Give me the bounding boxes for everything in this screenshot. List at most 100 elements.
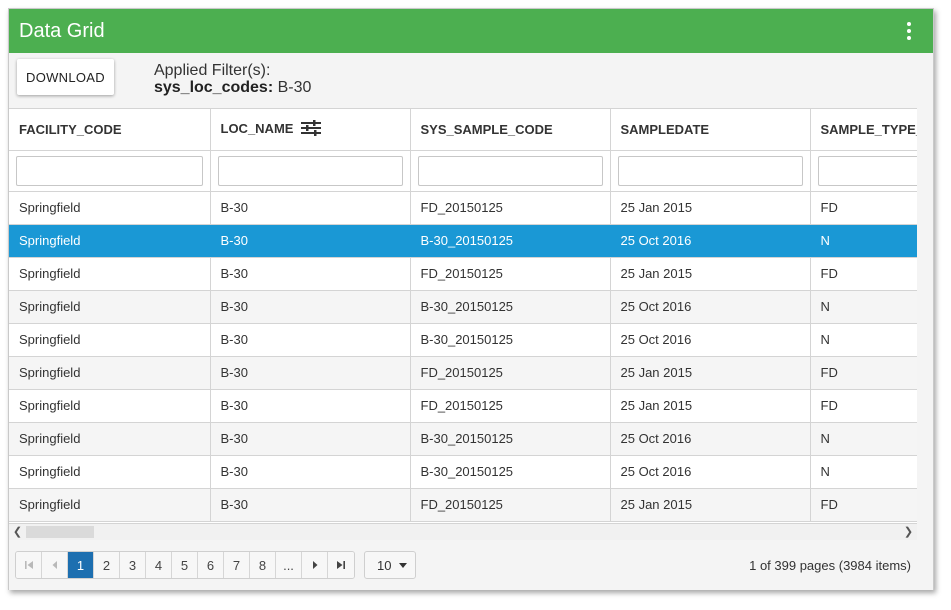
header-row: FACILITY_CODE LOC_NAME SYS_SAMPLE_CODE SAMP… <box>9 109 917 151</box>
page-number-button[interactable]: 4 <box>146 552 172 578</box>
column-filter-input[interactable] <box>16 155 203 186</box>
applied-filter-item: sys_loc_codes: B-30 <box>154 79 311 96</box>
table-cell: B-30_20150125 <box>410 323 611 357</box>
data-grid-widget: Data Grid DOWNLOAD Applied Filter(s): sy… <box>8 8 934 590</box>
scroll-left-icon[interactable]: ❮ <box>12 526 23 538</box>
table-cell: FD_20150125 <box>410 191 611 225</box>
table-row[interactable]: Springfield B-30 B-30_20150125 25 Oct 2016 N <box>9 290 917 324</box>
table-cell: FD_20150125 <box>410 257 611 291</box>
scrollbar-thumb[interactable] <box>26 526 94 538</box>
table-cell: 25 Oct 2016 <box>610 323 811 357</box>
table-cell: 25 Oct 2016 <box>610 455 811 489</box>
column-filter-input[interactable] <box>417 155 603 186</box>
page-number-button[interactable]: 6 <box>198 552 224 578</box>
table-cell: N <box>810 290 917 324</box>
page-number-button[interactable]: 1 <box>68 552 94 578</box>
table-cell: B-30 <box>210 455 411 489</box>
filter-cell <box>810 150 917 192</box>
table-cell: B-30 <box>210 356 411 390</box>
table-cell: Springfield <box>9 323 211 357</box>
page-number-button[interactable]: 3 <box>120 552 146 578</box>
page-ellipsis-button[interactable]: ... <box>276 552 302 578</box>
page-size-select[interactable]: 10 <box>364 551 416 579</box>
download-button[interactable]: DOWNLOAD <box>17 59 114 95</box>
previous-page-icon[interactable] <box>42 552 68 578</box>
widget-header: Data Grid <box>9 9 933 53</box>
table-cell: 25 Oct 2016 <box>610 290 811 324</box>
filter-cell <box>610 150 811 192</box>
table-row[interactable]: Springfield B-30 FD_20150125 25 Jan 2015 FD <box>9 356 917 390</box>
table-row[interactable]: Springfield B-30 B-30_20150125 25 Oct 2016 N <box>9 455 917 489</box>
column-header[interactable]: FACILITY_CODE <box>9 109 211 151</box>
page-number-button[interactable]: 2 <box>94 552 120 578</box>
filter-row <box>9 150 917 192</box>
column-header[interactable]: SAMPLE_TYPE_ <box>810 109 917 151</box>
table-row[interactable]: Springfield B-30 B-30_20150125 25 Oct 2016 N <box>9 224 917 258</box>
table-cell: 25 Oct 2016 <box>610 224 811 258</box>
kebab-menu-icon[interactable] <box>903 18 915 44</box>
table-row[interactable]: Springfield B-30 B-30_20150125 25 Oct 2016 N <box>9 323 917 357</box>
column-header[interactable]: SYS_SAMPLE_CODE <box>410 109 611 151</box>
table-cell: B-30 <box>210 422 411 456</box>
column-filter-icon[interactable] <box>301 119 322 140</box>
table-row[interactable]: Springfield B-30 FD_20150125 25 Jan 2015 FD <box>9 488 917 522</box>
table-cell: Springfield <box>9 422 211 456</box>
chevron-down-icon <box>399 562 407 568</box>
table-cell: Springfield <box>9 488 211 522</box>
table-cell: B-30_20150125 <box>410 290 611 324</box>
table-cell: Springfield <box>9 191 211 225</box>
table-cell: B-30_20150125 <box>410 224 611 258</box>
filter-field-value: B-30 <box>277 79 312 96</box>
next-page-icon[interactable] <box>302 552 328 578</box>
table-cell: FD_20150125 <box>410 356 611 390</box>
table-cell: N <box>810 323 917 357</box>
page-number-button[interactable]: 5 <box>172 552 198 578</box>
table-cell: FD <box>810 257 917 291</box>
table-cell: FD_20150125 <box>410 488 611 522</box>
table-cell: N <box>810 455 917 489</box>
grid-body: Springfield B-30 FD_20150125 25 Jan 2015 FD S… <box>9 191 917 522</box>
table-cell: N <box>810 422 917 456</box>
toolbar: DOWNLOAD Applied Filter(s): sys_loc_code… <box>9 53 933 108</box>
column-header[interactable]: SAMPLEDATE <box>610 109 811 151</box>
table-cell: Springfield <box>9 257 211 291</box>
page-number-button[interactable]: 7 <box>224 552 250 578</box>
table-cell: Springfield <box>9 290 211 324</box>
column-filter-input[interactable] <box>817 155 917 186</box>
column-header[interactable]: LOC_NAME <box>210 109 411 151</box>
table-row[interactable]: Springfield B-30 FD_20150125 25 Jan 2015 FD <box>9 257 917 291</box>
table-cell: B-30 <box>210 191 411 225</box>
table-cell: B-30 <box>210 389 411 423</box>
table-cell: 25 Jan 2015 <box>610 257 811 291</box>
table-cell: B-30 <box>210 488 411 522</box>
grid-table: FACILITY_CODE LOC_NAME SYS_SAMPLE_CODE SAMP… <box>9 109 917 522</box>
filter-cell <box>410 150 611 192</box>
data-grid: FACILITY_CODE LOC_NAME SYS_SAMPLE_CODE SAMP… <box>9 108 917 523</box>
page-number-button[interactable]: 8 <box>250 552 276 578</box>
table-cell: B-30 <box>210 323 411 357</box>
last-page-icon[interactable] <box>328 552 354 578</box>
table-cell: FD <box>810 191 917 225</box>
table-row[interactable]: Springfield B-30 FD_20150125 25 Jan 2015 FD <box>9 389 917 423</box>
pager-buttons: 1 2 3 4 5 6 7 8... <box>15 551 355 579</box>
table-row[interactable]: Springfield B-30 B-30_20150125 25 Oct 2016 N <box>9 422 917 456</box>
scroll-right-icon[interactable]: ❯ <box>903 526 914 538</box>
first-page-icon[interactable] <box>16 552 42 578</box>
horizontal-scrollbar[interactable]: ❮ ❯ <box>9 523 917 540</box>
table-row[interactable]: Springfield B-30 FD_20150125 25 Jan 2015 FD <box>9 191 917 225</box>
applied-filters-label: Applied Filter(s): <box>153 62 271 79</box>
filter-cell <box>210 150 411 192</box>
table-cell: 25 Jan 2015 <box>610 389 811 423</box>
table-cell: Springfield <box>9 224 211 258</box>
table-cell: Springfield <box>9 389 211 423</box>
column-filter-input[interactable] <box>217 155 403 186</box>
table-cell: B-30 <box>210 257 411 291</box>
column-header-label: SYS_SAMPLE_CODE <box>420 121 553 137</box>
table-cell: N <box>810 224 917 258</box>
table-cell: Springfield <box>9 455 211 489</box>
column-filter-input[interactable] <box>617 155 803 186</box>
page-size-value: 10 <box>377 557 392 573</box>
pager: 1 2 3 4 5 6 7 8... 10 1 of 399 pages (3984 item… <box>9 540 933 590</box>
pager-info: 1 of 399 pages (3984 items) <box>749 557 911 573</box>
table-cell: 25 Jan 2015 <box>610 488 811 522</box>
